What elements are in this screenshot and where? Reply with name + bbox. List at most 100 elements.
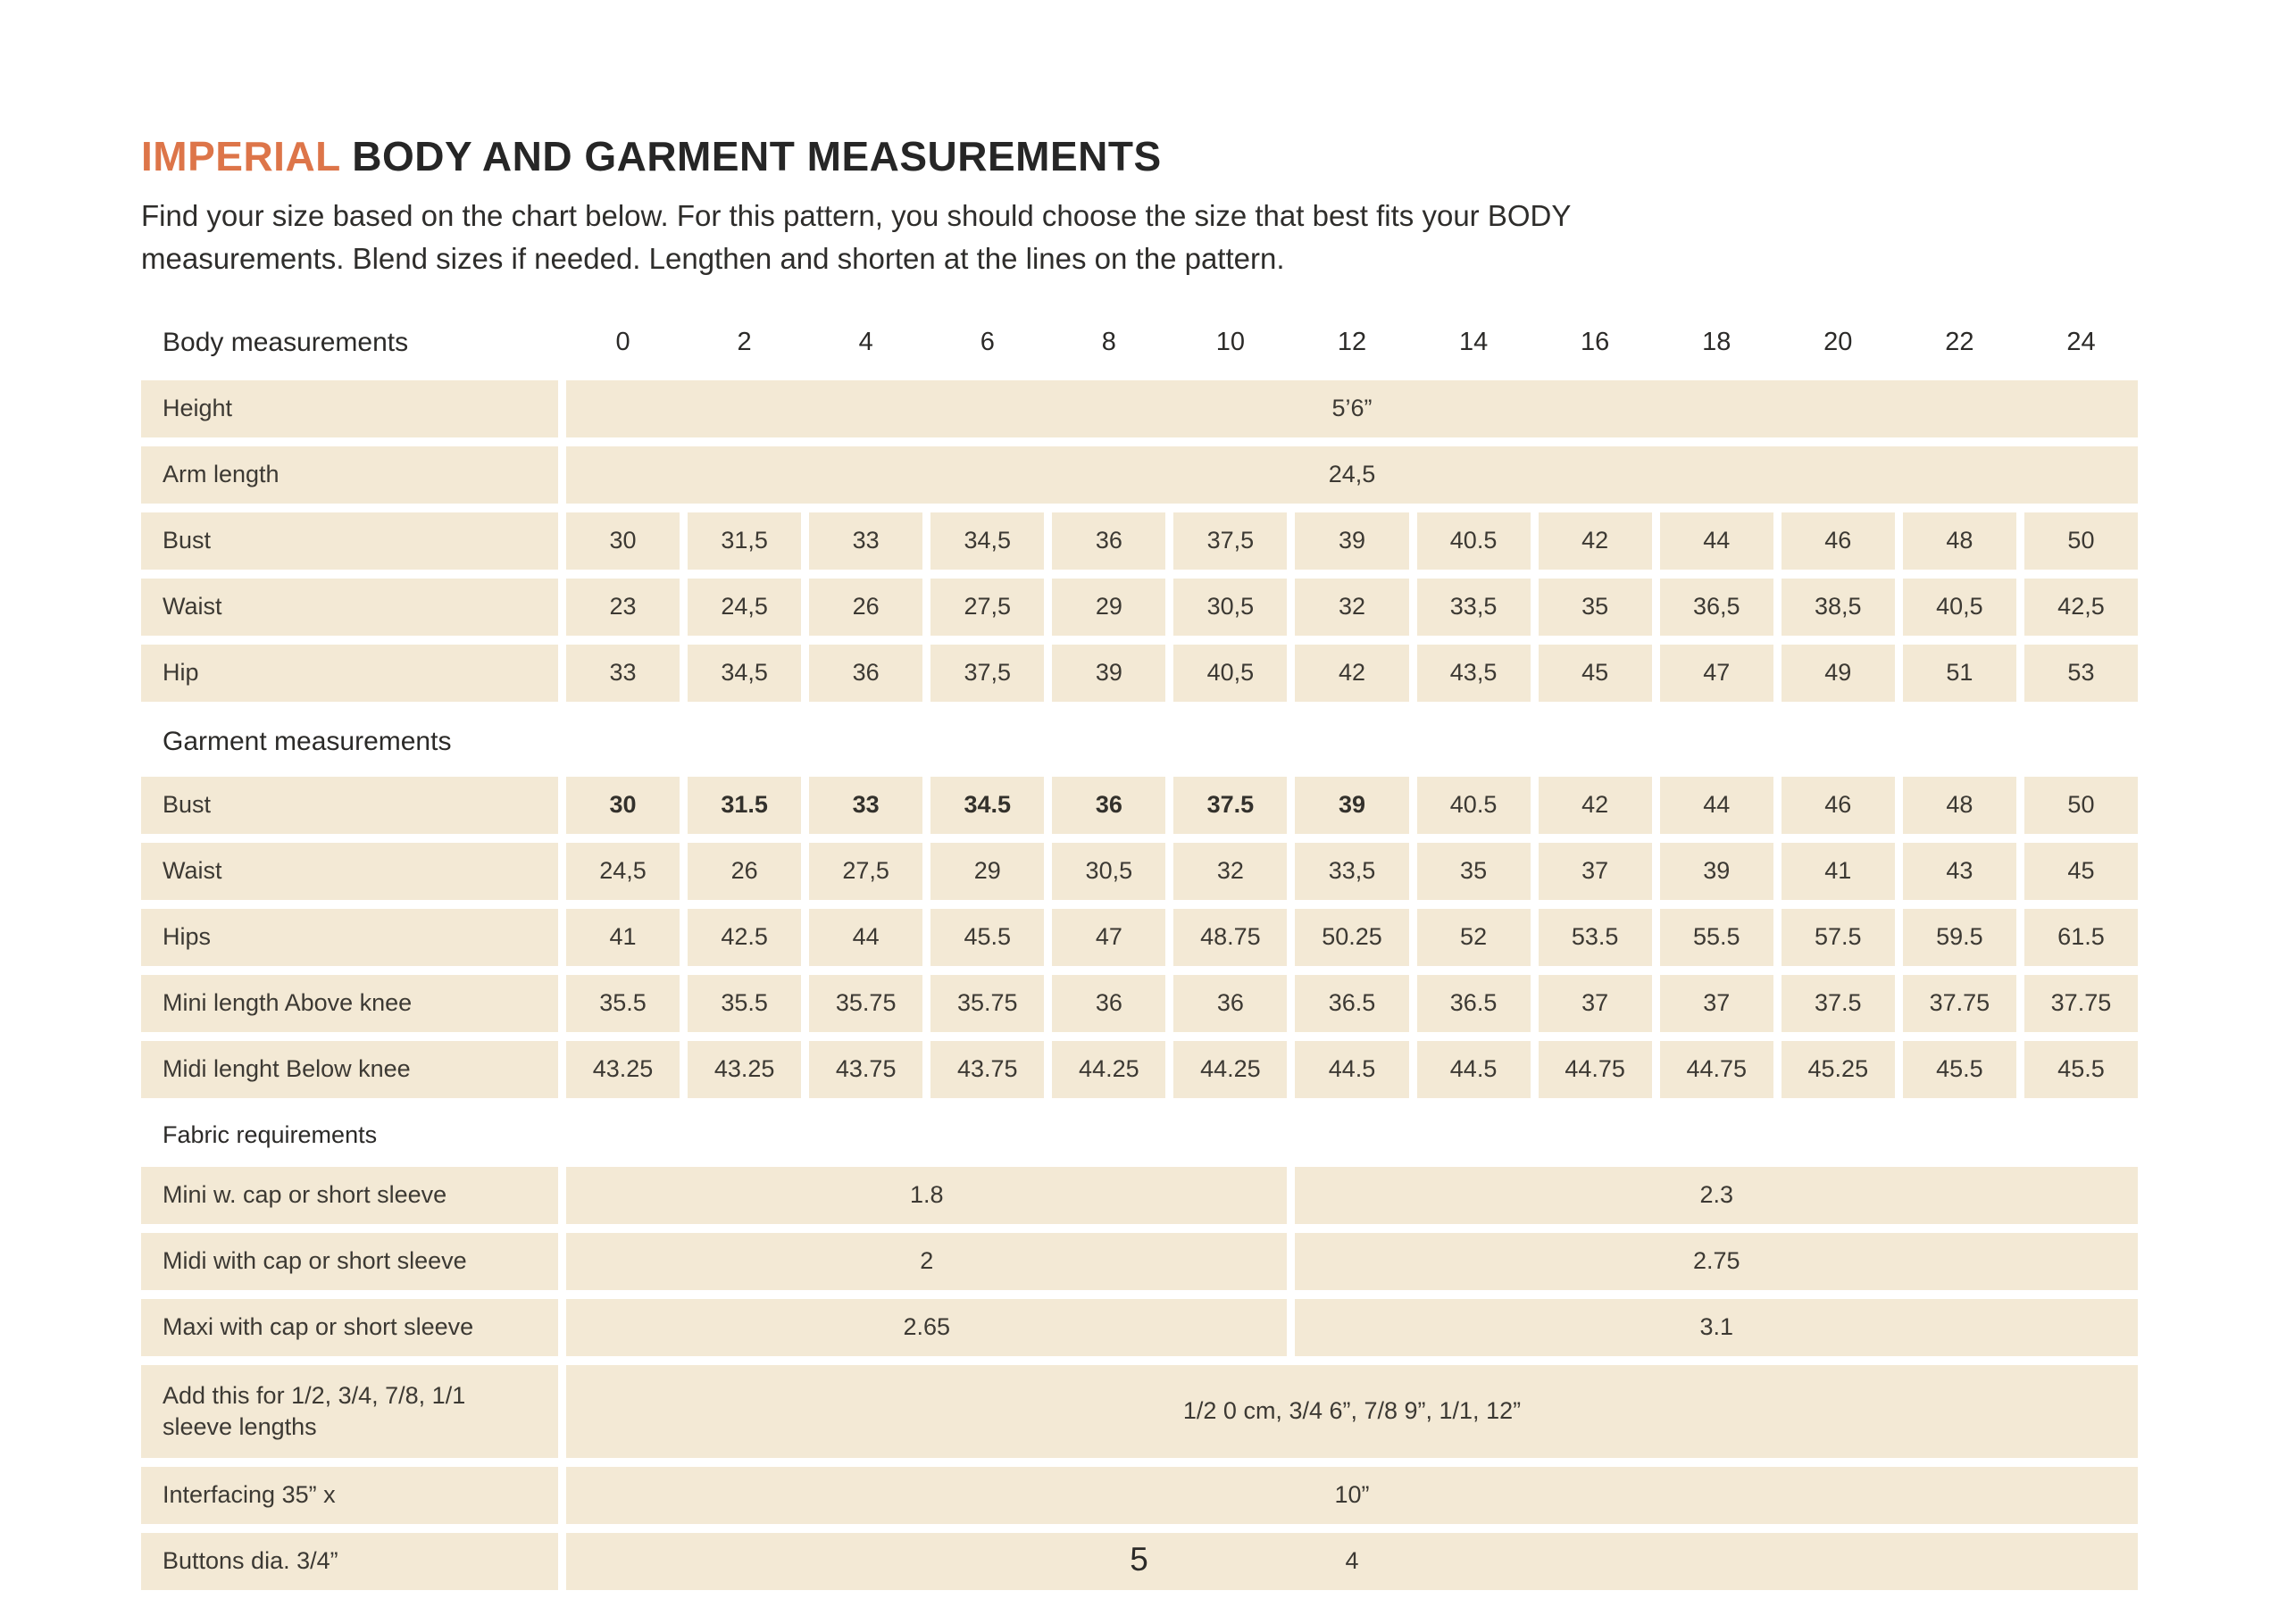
measurement-cell: 32 xyxy=(1173,842,1288,900)
measurement-cell: 37.75 xyxy=(2023,974,2138,1032)
measurement-cell: 27,5 xyxy=(930,578,1045,636)
row-label: Waist xyxy=(141,842,558,900)
size-column-header: 2 xyxy=(737,328,752,357)
measurement-cell: 47 xyxy=(1052,908,1166,966)
size-column-header: 10 xyxy=(1215,328,1246,357)
measurement-cell: 33,5 xyxy=(1416,578,1531,636)
measurement-cell: 33 xyxy=(566,644,680,702)
merged-value-cell: 1/2 0 cm, 3/4 6”, 7/8 9”, 1/1, 12” xyxy=(566,1364,2138,1458)
measurement-cell: 36.5 xyxy=(1416,974,1531,1032)
measurement-cell: 42 xyxy=(1295,644,1409,702)
size-column-header: 6 xyxy=(980,328,995,357)
size-column-header: 22 xyxy=(1945,328,1974,357)
measurement-cell: 30,5 xyxy=(1173,578,1288,636)
fabric-value-cell-right: 2.75 xyxy=(1295,1232,2138,1290)
table-row: Add this for 1/2, 3/4, 7/8, 1/1 sleeve l… xyxy=(141,1364,2138,1458)
measurement-cell: 50 xyxy=(2023,512,2138,570)
measurement-cell: 35 xyxy=(1416,842,1531,900)
row-label: Height xyxy=(141,379,558,437)
size-column-header: 24 xyxy=(2066,328,2096,357)
table-header-row: Body measurements 0 2 4 6 8 10 12 14 16 18 20 22 24 xyxy=(141,320,2138,366)
measurement-cell: 50 xyxy=(2023,776,2138,834)
measurement-cell: 37,5 xyxy=(1173,512,1288,570)
measurement-cell: 43.25 xyxy=(566,1040,680,1098)
measurement-cell: 24,5 xyxy=(566,842,680,900)
row-label: Waist xyxy=(141,578,558,636)
measurement-cell: 44.75 xyxy=(1659,1040,1773,1098)
table-header-label: Body measurements xyxy=(163,327,409,357)
row-label: Bust xyxy=(141,776,558,834)
size-column-header: 12 xyxy=(1337,328,1367,357)
row-label: Add this for 1/2, 3/4, 7/8, 1/1 sleeve l… xyxy=(141,1364,558,1458)
page-title: IMPERIAL BODY AND GARMENT MEASUREMENTS xyxy=(141,132,2138,180)
row-label: Arm length xyxy=(141,446,558,504)
measurement-cell: 35.75 xyxy=(930,974,1045,1032)
measurement-cell: 48 xyxy=(1902,776,2016,834)
measurement-cell: 48 xyxy=(1902,512,2016,570)
size-column-header: 20 xyxy=(1823,328,1853,357)
measurement-cell: 36 xyxy=(1173,974,1288,1032)
measurement-cell: 30,5 xyxy=(1052,842,1166,900)
measurement-cell: 39 xyxy=(1295,776,1409,834)
table-row: Maxi with cap or short sleeve 2.65 3.1 xyxy=(141,1298,2138,1356)
size-column-header: 18 xyxy=(1702,328,1731,357)
measurement-cell: 27,5 xyxy=(809,842,923,900)
measurement-cell: 23 xyxy=(566,578,680,636)
measurement-cell: 53 xyxy=(2023,644,2138,702)
measurement-cell: 46 xyxy=(1781,776,1895,834)
intro-line-2: measurements. Blend sizes if needed. Len… xyxy=(141,241,1285,275)
measurement-cell: 37 xyxy=(1538,842,1652,900)
measurement-cell: 40.5 xyxy=(1416,512,1531,570)
row-label: Midi with cap or short sleeve xyxy=(141,1232,558,1290)
measurement-cell: 37.5 xyxy=(1781,974,1895,1032)
measurement-cell: 37 xyxy=(1538,974,1652,1032)
measurement-cell: 34,5 xyxy=(688,644,802,702)
fabric-value-cell-right: 3.1 xyxy=(1295,1298,2138,1356)
measurement-cell: 59.5 xyxy=(1902,908,2016,966)
table-row: Bust 30 31,5 33 34,5 36 37,5 39 40.5 42 44 46 48 50 xyxy=(141,512,2138,570)
measurement-cell: 33 xyxy=(809,776,923,834)
measurement-cell: 40,5 xyxy=(1902,578,2016,636)
fabric-value-cell-left: 1.8 xyxy=(566,1166,1288,1224)
measurement-cell: 44.25 xyxy=(1052,1040,1166,1098)
measurement-cell: 45.25 xyxy=(1781,1040,1895,1098)
table-row: Hip 33 34,5 36 37,5 39 40,5 42 43,5 45 47 49 51 53 xyxy=(141,644,2138,702)
measurement-cell: 36 xyxy=(1052,974,1166,1032)
row-label: Mini length Above knee xyxy=(141,974,558,1032)
measurement-cell: 38,5 xyxy=(1781,578,1895,636)
measurement-cell: 52 xyxy=(1416,908,1531,966)
measurement-cell: 33 xyxy=(809,512,923,570)
measurement-cell: 43.75 xyxy=(930,1040,1045,1098)
measurement-cell: 44.25 xyxy=(1173,1040,1288,1098)
measurement-cell: 26 xyxy=(688,842,802,900)
table-row: Midi lenght Below knee 43.25 43.25 43.75 43.… xyxy=(141,1040,2138,1098)
measurement-cell: 26 xyxy=(809,578,923,636)
table-row: Arm length 24,5 xyxy=(141,446,2138,504)
title-rest: BODY AND GARMENT MEASUREMENTS xyxy=(339,133,1162,179)
row-label: Interfacing 35” x xyxy=(141,1466,558,1524)
measurement-cell: 44 xyxy=(1659,512,1773,570)
measurement-cell: 40,5 xyxy=(1173,644,1288,702)
measurement-cell: 37,5 xyxy=(930,644,1045,702)
measurement-cell: 41 xyxy=(566,908,680,966)
measurement-cell: 57.5 xyxy=(1781,908,1895,966)
fabric-value-cell-left: 2.65 xyxy=(566,1298,1288,1356)
measurement-cell: 43.25 xyxy=(688,1040,802,1098)
size-column-header: 4 xyxy=(858,328,873,357)
merged-value-cell: 4 xyxy=(566,1532,2138,1590)
measurement-cell: 36.5 xyxy=(1295,974,1409,1032)
measurement-cell: 42 xyxy=(1538,512,1652,570)
row-label: Hips xyxy=(141,908,558,966)
measurement-cell: 61.5 xyxy=(2023,908,2138,966)
measurement-cell: 40.5 xyxy=(1416,776,1531,834)
table-row: Interfacing 35” x 10” xyxy=(141,1466,2138,1524)
measurement-cell: 35 xyxy=(1538,578,1652,636)
measurement-cell: 42,5 xyxy=(2023,578,2138,636)
measurement-cell: 45.5 xyxy=(930,908,1045,966)
measurement-cell: 37.5 xyxy=(1173,776,1288,834)
merged-value-cell: 10” xyxy=(566,1466,2138,1524)
row-label: Bust xyxy=(141,512,558,570)
table-row: Bust 30 31.5 33 34.5 36 37.5 39 40.5 42 44 46 48 50 xyxy=(141,776,2138,834)
page-content: IMPERIAL BODY AND GARMENT MEASUREMENTS F… xyxy=(141,132,2138,1599)
measurement-cell: 32 xyxy=(1295,578,1409,636)
